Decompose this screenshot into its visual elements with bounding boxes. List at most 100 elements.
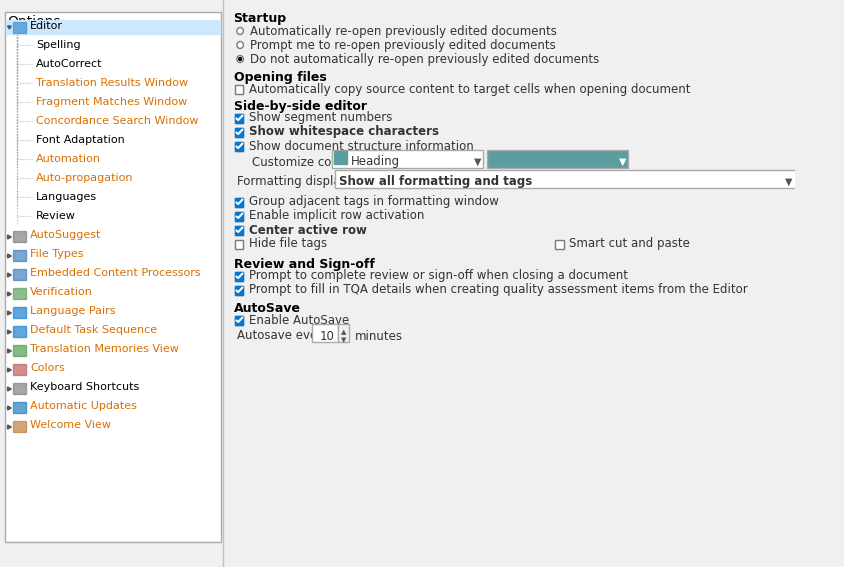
Text: Side-by-side editor: Side-by-side editor bbox=[234, 100, 366, 113]
Circle shape bbox=[239, 57, 241, 61]
Text: Prompt to fill in TQA details when creating quality assessment items from the Ed: Prompt to fill in TQA details when creat… bbox=[249, 284, 747, 297]
Text: Smart cut and paste: Smart cut and paste bbox=[569, 238, 690, 251]
Bar bbox=[311, 324, 338, 342]
Text: ▼: ▼ bbox=[785, 177, 793, 187]
Text: Keyboard Shortcuts: Keyboard Shortcuts bbox=[30, 382, 139, 392]
Bar bbox=[235, 113, 243, 122]
FancyBboxPatch shape bbox=[5, 12, 221, 542]
Bar bbox=[235, 197, 243, 206]
Text: Hide file tags: Hide file tags bbox=[249, 238, 327, 251]
Bar bbox=[235, 315, 243, 324]
Text: 10: 10 bbox=[320, 329, 335, 342]
Text: Welcome View: Welcome View bbox=[30, 420, 111, 430]
Text: Translation Memories View: Translation Memories View bbox=[30, 344, 179, 354]
Bar bbox=[235, 197, 243, 206]
Text: Translation Results Window: Translation Results Window bbox=[35, 78, 188, 88]
Polygon shape bbox=[8, 235, 11, 239]
Bar bbox=[235, 142, 243, 150]
Bar bbox=[6, 20, 220, 34]
Bar bbox=[14, 231, 26, 242]
Text: Concordance Search Window: Concordance Search Window bbox=[35, 116, 198, 126]
Bar bbox=[235, 239, 243, 248]
Text: Default Task Sequence: Default Task Sequence bbox=[30, 325, 157, 335]
Bar bbox=[235, 286, 243, 294]
Bar bbox=[14, 288, 26, 299]
Polygon shape bbox=[8, 368, 11, 372]
Text: Automation: Automation bbox=[35, 154, 100, 164]
Text: Verification: Verification bbox=[30, 287, 93, 297]
Text: Show segment numbers: Show segment numbers bbox=[249, 112, 392, 125]
Text: Prompt me to re-open previously edited documents: Prompt me to re-open previously edited d… bbox=[251, 39, 556, 52]
Text: Embedded Content Processors: Embedded Content Processors bbox=[30, 268, 201, 278]
Text: Autosave every: Autosave every bbox=[237, 329, 329, 342]
Text: Center active row: Center active row bbox=[249, 223, 366, 236]
Text: Startup: Startup bbox=[234, 12, 287, 25]
Bar bbox=[14, 345, 26, 356]
Text: Auto-propagation: Auto-propagation bbox=[35, 173, 133, 183]
Text: Enable AutoSave: Enable AutoSave bbox=[249, 314, 349, 327]
Text: ▲: ▲ bbox=[341, 329, 346, 335]
Polygon shape bbox=[8, 425, 11, 429]
Bar bbox=[235, 315, 243, 324]
Text: ▼: ▼ bbox=[619, 157, 626, 167]
Bar bbox=[14, 364, 26, 375]
Text: File Types: File Types bbox=[30, 249, 84, 259]
Bar bbox=[235, 142, 243, 150]
Bar bbox=[14, 402, 26, 413]
Bar bbox=[14, 22, 26, 33]
Text: Language Pairs: Language Pairs bbox=[30, 306, 116, 316]
Text: Review: Review bbox=[35, 211, 76, 221]
Text: Heading: Heading bbox=[351, 155, 400, 168]
Text: Automatic Updates: Automatic Updates bbox=[30, 401, 137, 411]
Bar bbox=[14, 250, 26, 261]
Text: Languages: Languages bbox=[35, 192, 97, 202]
Bar bbox=[235, 272, 243, 281]
Text: Automatically re-open previously edited documents: Automatically re-open previously edited … bbox=[251, 24, 557, 37]
Bar bbox=[235, 84, 243, 94]
Bar bbox=[235, 226, 243, 235]
Polygon shape bbox=[8, 273, 11, 277]
Text: Fragment Matches Window: Fragment Matches Window bbox=[35, 97, 187, 107]
Bar bbox=[14, 326, 26, 337]
Text: Automatically copy source content to target cells when opening document: Automatically copy source content to tar… bbox=[249, 83, 690, 95]
Text: Editor: Editor bbox=[30, 21, 63, 31]
Text: AutoCorrect: AutoCorrect bbox=[35, 59, 102, 69]
Text: minutes: minutes bbox=[355, 329, 403, 342]
Bar bbox=[235, 113, 243, 122]
Bar bbox=[235, 286, 243, 294]
Bar bbox=[235, 272, 243, 281]
Polygon shape bbox=[8, 292, 11, 296]
Bar bbox=[235, 226, 243, 235]
Bar bbox=[334, 151, 348, 164]
Text: Opening files: Opening files bbox=[234, 71, 327, 84]
Bar bbox=[555, 239, 564, 248]
Polygon shape bbox=[8, 387, 11, 391]
Polygon shape bbox=[8, 406, 11, 410]
Text: ▼: ▼ bbox=[473, 157, 481, 167]
Text: Options: Options bbox=[8, 15, 61, 29]
Bar bbox=[235, 128, 243, 137]
Bar bbox=[333, 150, 483, 168]
Text: Show all formatting and tags: Show all formatting and tags bbox=[339, 176, 533, 188]
Bar bbox=[487, 150, 628, 168]
Text: Show document structure information: Show document structure information bbox=[249, 139, 473, 153]
Polygon shape bbox=[8, 254, 11, 258]
Bar bbox=[14, 421, 26, 432]
Text: Colors: Colors bbox=[30, 363, 65, 373]
Circle shape bbox=[237, 28, 243, 35]
Circle shape bbox=[237, 41, 243, 49]
Text: Enable implicit row activation: Enable implicit row activation bbox=[249, 209, 424, 222]
Text: AutoSave: AutoSave bbox=[234, 302, 300, 315]
Text: Do not automatically re-open previously edited documents: Do not automatically re-open previously … bbox=[251, 53, 600, 66]
Polygon shape bbox=[8, 349, 11, 353]
Circle shape bbox=[237, 56, 243, 62]
Polygon shape bbox=[8, 26, 11, 29]
Text: Group adjacent tags in formatting window: Group adjacent tags in formatting window bbox=[249, 196, 499, 209]
Bar bbox=[235, 211, 243, 221]
Text: Review and Sign-off: Review and Sign-off bbox=[234, 258, 375, 271]
Bar bbox=[14, 307, 26, 318]
Text: Formatting display style:: Formatting display style: bbox=[237, 176, 384, 188]
Text: Spelling: Spelling bbox=[35, 40, 80, 50]
Bar bbox=[14, 383, 26, 394]
Text: Customize colors:: Customize colors: bbox=[252, 155, 357, 168]
